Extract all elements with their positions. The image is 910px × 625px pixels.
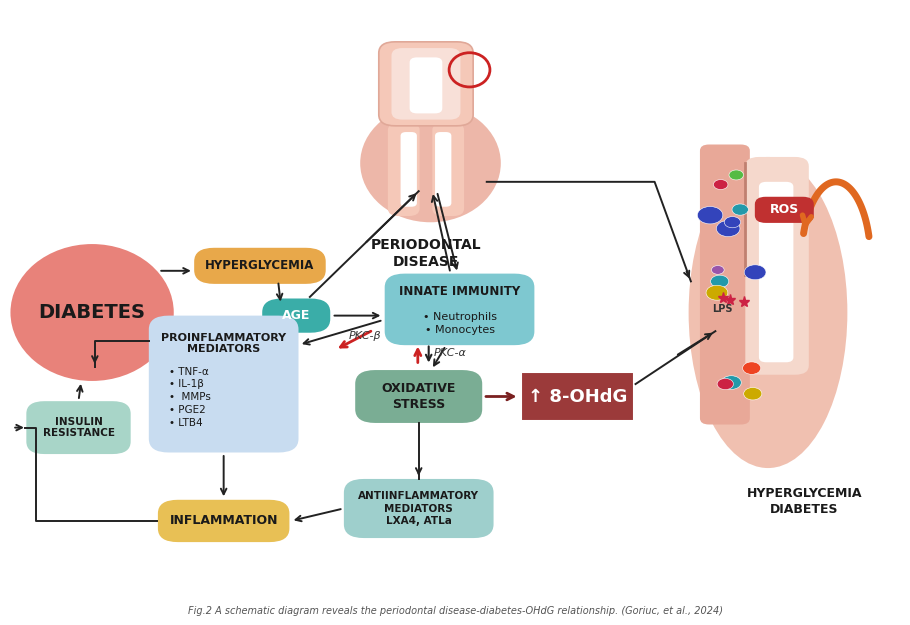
FancyBboxPatch shape [157,500,289,542]
Text: INSULIN
RESISTANCE: INSULIN RESISTANCE [43,417,115,438]
FancyBboxPatch shape [754,197,814,223]
Text: INNATE IMMUNITY: INNATE IMMUNITY [399,286,521,299]
FancyBboxPatch shape [149,316,298,452]
Circle shape [724,217,741,227]
FancyBboxPatch shape [759,182,794,362]
Text: Fig.2 A schematic diagram reveals the periodontal disease-diabetes-OHdG relation: Fig.2 A schematic diagram reveals the pe… [187,606,723,616]
FancyBboxPatch shape [385,274,534,345]
Text: • TNF-α
• IL-1β
•  MMPs
• PGE2
• LTB4: • TNF-α • IL-1β • MMPs • PGE2 • LTB4 [169,367,211,428]
FancyBboxPatch shape [745,157,809,375]
FancyBboxPatch shape [262,299,330,332]
Text: PKC-α: PKC-α [433,348,466,358]
FancyBboxPatch shape [388,122,420,216]
Circle shape [716,221,740,237]
FancyBboxPatch shape [391,48,460,119]
FancyBboxPatch shape [700,144,750,424]
Circle shape [743,362,761,374]
FancyBboxPatch shape [432,122,464,216]
Circle shape [713,179,728,189]
Circle shape [729,170,743,180]
FancyBboxPatch shape [400,132,417,207]
Text: ↑ 8-OHdG: ↑ 8-OHdG [528,388,627,406]
Circle shape [711,275,729,288]
FancyBboxPatch shape [379,42,473,126]
Text: HYPERGLYCEMIA: HYPERGLYCEMIA [206,259,315,272]
Circle shape [743,388,762,400]
FancyBboxPatch shape [355,370,482,423]
Text: PROINFLAMMATORY
MEDIATORS: PROINFLAMMATORY MEDIATORS [161,332,287,354]
Text: HYPERGLYCEMIA
DIABETES: HYPERGLYCEMIA DIABETES [746,487,862,516]
FancyBboxPatch shape [194,248,326,284]
Circle shape [717,378,733,389]
Circle shape [732,204,748,215]
Text: PERIODONTAL
DISEASE: PERIODONTAL DISEASE [370,238,481,269]
Text: DIABETES: DIABETES [38,303,146,322]
Circle shape [722,376,742,389]
FancyBboxPatch shape [435,132,451,207]
Ellipse shape [10,244,174,381]
Text: PKC-β: PKC-β [349,331,381,341]
Text: OXIDATIVE
STRESS: OXIDATIVE STRESS [381,382,456,411]
FancyBboxPatch shape [26,401,131,454]
Ellipse shape [360,104,500,222]
Ellipse shape [689,157,847,468]
FancyBboxPatch shape [344,479,493,538]
Text: • Neutrophils
• Monocytes: • Neutrophils • Monocytes [422,312,497,335]
Circle shape [712,266,724,274]
FancyBboxPatch shape [410,58,442,113]
Circle shape [706,285,728,300]
Text: ANTIINFLAMMATORY
MEDIATORS
LXA4, ATLa: ANTIINFLAMMATORY MEDIATORS LXA4, ATLa [359,491,480,526]
Text: LPS: LPS [713,304,733,314]
FancyBboxPatch shape [521,372,634,421]
Text: INFLAMMATION: INFLAMMATION [169,514,278,528]
Text: ROS: ROS [770,203,799,216]
Circle shape [744,265,766,280]
Circle shape [697,206,723,224]
Text: AGE: AGE [282,309,310,322]
